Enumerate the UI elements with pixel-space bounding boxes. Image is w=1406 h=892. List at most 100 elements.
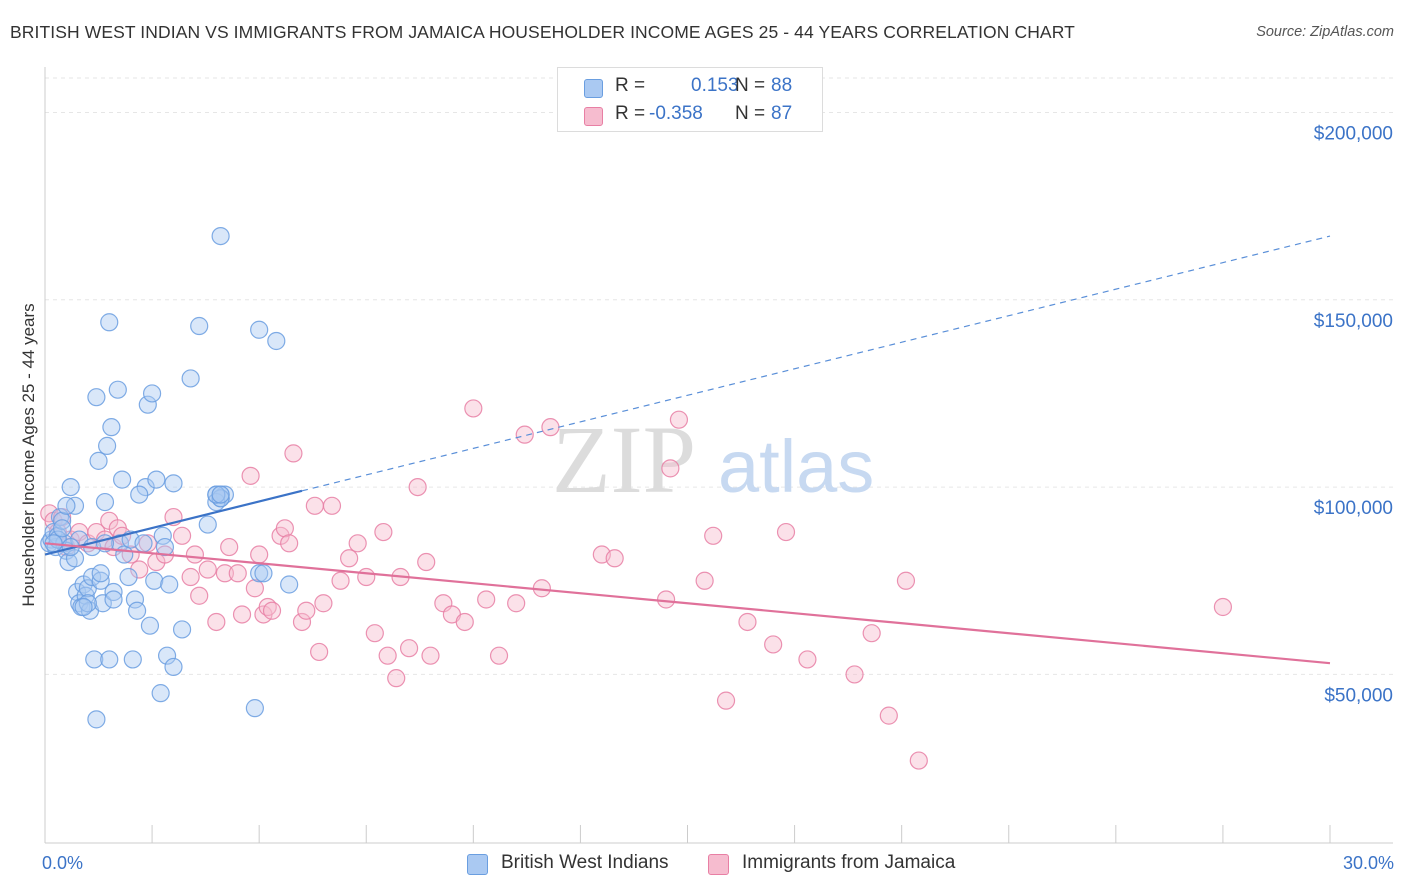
legend-n-value-jamaica: 87 [771,103,793,124]
jamaica-point [220,537,239,557]
bwi-point [89,451,108,470]
watermark-atlas: atlas [718,425,874,508]
bwi-point [254,564,273,583]
bwi-point [127,601,147,620]
jamaica-point [190,586,209,605]
jamaica-point [378,646,397,665]
jamaica-point [489,646,509,665]
legend-r-value-bwi: 0.153 [691,75,739,96]
jamaica-point [909,751,928,770]
correlation-legend: R = 0.153 N = 88 R = -0.358 N = 87 [557,67,823,132]
y-axis-label: Householder Income Ages 25 - 44 years [19,303,38,606]
jamaica-point [798,650,817,669]
bwi-point [93,594,112,613]
jamaica-point [365,624,384,643]
jamaica-point [348,534,367,553]
jamaica-point [455,612,474,632]
legend-r-value-jamaica: -0.358 [649,103,703,124]
bwi-point [147,470,166,489]
jamaica-point [541,418,560,437]
jamaica-point [280,534,299,553]
jamaica-point [130,560,149,579]
jamaica-point [408,477,427,497]
bwi-point [164,474,183,493]
jamaica-point [262,601,282,620]
legend-label-jamaica: Immigrants from Jamaica [742,852,956,873]
bwi-point [87,388,106,407]
legend-n-value-bwi: 88 [771,75,793,96]
bwi-point [245,699,264,718]
jamaica-point [374,522,393,542]
bwi-point [91,564,110,583]
jamaica-point [275,519,294,538]
jamaica-point [310,642,329,662]
bwi-point [267,331,286,351]
bwi-point [198,515,217,534]
bwi-point [53,519,72,538]
jamaica-point [172,526,192,545]
bwi-point [85,650,104,669]
bwi-point [211,485,230,504]
x-axis-min-label: 0.0% [42,853,84,873]
axes [44,67,1393,844]
y-tick-label: $150,000 [1314,311,1393,332]
jamaica-point [896,571,916,590]
jamaica-point [738,612,757,632]
y-tick-label: $50,000 [1324,685,1393,706]
bwi-point [125,590,145,609]
y-tick-labels: $50,000 $100,000 $150,000 $200,000 [1314,123,1393,706]
bwi-trend-extension [301,235,1331,492]
legend-swatch-jamaica [584,107,603,126]
jamaica-point [399,639,419,658]
bwi-point [95,492,115,512]
bwi-point [98,436,117,455]
bwi-point [65,549,85,568]
y-tick-label: $100,000 [1314,498,1393,519]
bwi-point [145,571,164,590]
x-axis-max-label: 30.0% [1342,853,1394,873]
bwi-trend-line [44,489,303,556]
jamaica-point [477,590,496,609]
bwi-point [110,534,130,553]
bwi-point [151,684,170,703]
jamaica-point [656,590,676,609]
jamaica-point [357,567,376,587]
watermark: ZIP atlas [552,406,874,513]
bwi-point [57,496,76,515]
jamaica-point [845,665,864,684]
jamaica-point [297,601,316,620]
jamaica-point [198,560,217,579]
jamaica-point [515,425,534,444]
jamaica-point [669,410,689,429]
bwi-point [172,620,192,639]
trend-lines [44,235,1331,665]
jamaica-point [605,549,624,568]
bwi-point [100,313,119,332]
bwi-point [160,575,179,594]
bwi-point [157,646,177,665]
jamaica-point [716,691,736,710]
bwi-point [138,395,157,414]
jamaica-point [862,624,881,643]
bwi-point [153,526,172,545]
jamaica-point [284,444,303,463]
jamaica-point [241,466,260,485]
bwi-point [190,316,209,336]
jamaica-point [228,564,247,583]
bwi-point [61,477,80,497]
bwi-point [100,650,119,669]
bwi-point [250,320,269,339]
series-legend: British West Indians Immigrants from Jam… [0,852,1406,876]
jamaica-point [322,496,342,515]
jamaica-point [185,545,205,564]
series-jamaica-points [40,399,1233,770]
jamaica-point [1213,597,1233,617]
jamaica-point [879,706,898,725]
jamaica-point [340,549,359,568]
bwi-point [140,616,160,635]
legend-row-bwi: R = 0.153 N = 88 [558,72,822,102]
jamaica-point [292,612,312,632]
jamaica-point [207,612,226,632]
jamaica-point [331,571,350,590]
